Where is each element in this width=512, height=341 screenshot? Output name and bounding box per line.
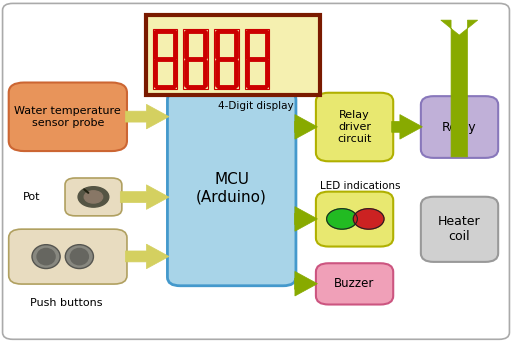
FancyBboxPatch shape <box>65 178 122 216</box>
Text: MCU
(Arduino): MCU (Arduino) <box>196 172 267 205</box>
Polygon shape <box>125 104 169 129</box>
FancyBboxPatch shape <box>146 15 320 95</box>
FancyBboxPatch shape <box>153 29 177 89</box>
Ellipse shape <box>66 245 93 269</box>
Text: 4-Digit display: 4-Digit display <box>218 101 294 110</box>
FancyBboxPatch shape <box>9 229 127 284</box>
FancyBboxPatch shape <box>245 29 269 89</box>
Polygon shape <box>120 185 169 209</box>
Text: Heater
coil: Heater coil <box>438 215 481 243</box>
FancyBboxPatch shape <box>316 192 393 247</box>
Text: Push buttons: Push buttons <box>30 298 103 308</box>
Circle shape <box>78 187 109 207</box>
Polygon shape <box>441 20 478 157</box>
Polygon shape <box>392 115 422 139</box>
Circle shape <box>327 209 357 229</box>
Polygon shape <box>294 207 317 231</box>
Text: Pot: Pot <box>23 192 40 202</box>
Polygon shape <box>294 115 317 139</box>
Text: LED indications: LED indications <box>320 181 400 191</box>
Text: Relay
driver
circuit: Relay driver circuit <box>337 110 372 144</box>
FancyBboxPatch shape <box>167 91 296 286</box>
FancyBboxPatch shape <box>421 96 498 158</box>
Ellipse shape <box>36 248 56 265</box>
Circle shape <box>353 209 384 229</box>
Polygon shape <box>125 244 169 269</box>
Text: Water temperature
sensor probe: Water temperature sensor probe <box>14 106 121 128</box>
FancyBboxPatch shape <box>316 263 393 305</box>
Polygon shape <box>294 271 317 296</box>
Ellipse shape <box>70 248 89 265</box>
Text: Relay: Relay <box>442 120 477 134</box>
Text: Buzzer: Buzzer <box>334 277 375 291</box>
FancyBboxPatch shape <box>183 29 208 89</box>
FancyBboxPatch shape <box>316 93 393 161</box>
Circle shape <box>84 191 102 203</box>
FancyBboxPatch shape <box>421 197 498 262</box>
Polygon shape <box>200 14 263 106</box>
FancyBboxPatch shape <box>9 83 127 151</box>
FancyBboxPatch shape <box>214 29 239 89</box>
Ellipse shape <box>32 245 60 269</box>
